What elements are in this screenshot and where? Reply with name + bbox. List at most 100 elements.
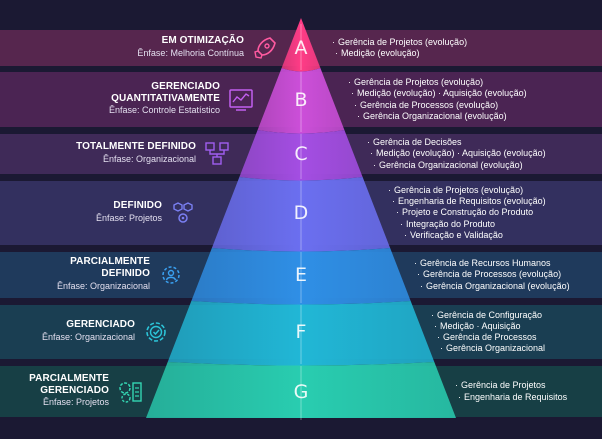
process-item: · Gerência Organizacional [431,343,545,354]
level-emphasis: Ênfase: Organizacional [41,331,135,342]
process-item: · Medição (evolução) · Aquisição (evoluçã… [367,148,546,159]
process-item: · Gerência Organizacional (evolução) [367,160,546,171]
level-emphasis: Ênfase: Controle Estatístico [108,105,220,116]
bullet-dot: · [431,309,434,320]
bullet-dot: · [348,77,351,88]
bullet-dot: · [434,320,437,331]
gear-check-icon [146,322,166,342]
pyramid-segment [239,130,363,181]
process-label: Engenharia de Requisitos (evolução) [398,196,546,207]
process-item: · Medição (evolução) · Aquisição (evoluçã… [348,88,527,99]
process-list: · Gerência de Projetos (evolução) · Engenha… [388,185,546,241]
bullet-dot: · [420,280,423,291]
cubes-gear-icon [173,202,193,223]
bullet-dot: · [417,269,420,280]
bullet-dot: · [335,48,338,58]
process-label: Gerência de Projetos (evolução) [338,36,468,47]
level-label: GERENCIADO QUANTITATIVAMENTE Ênfase: Contr… [0,81,220,116]
level-title: GERENCIADO [40,384,109,396]
level-title: GERENCIADO [66,319,135,331]
process-item: · Integração do Produto [388,219,546,230]
process-item: · Gerência de Processos (evolução) [348,100,527,111]
process-label: Gerência de Configuração [437,309,543,320]
process-label: Engenharia de Requisitos [464,391,568,402]
rocket-icon [254,37,276,59]
process-item: · Engenharia de Requisitos (evolução) [388,196,546,207]
process-list: · Gerência de Recursos Humanos · Gerência d… [414,258,570,292]
level-letter: A [294,37,308,59]
level-title: DEFINIDO [101,268,150,280]
process-item: · Verificação e Validação [388,230,546,241]
workflow-icon [205,142,229,165]
bullet-dot: · [414,258,417,269]
process-item: · Gerência de Projetos (evolução) [332,37,467,48]
process-item: · Gerência de Decisões [367,137,546,148]
process-label: Medição (evolução) · Aquisição (evolução… [357,88,527,99]
dashboard-chart-icon [229,88,253,111]
process-item: · Gerência de Projetos (evolução) [388,185,546,196]
process-label: Gerência Organizacional [446,343,546,354]
process-item: · Gerência de Projetos (evolução) [348,77,527,88]
bullet-dot: · [404,229,407,240]
pyramid-segment [167,301,435,366]
process-label: Integração do Produto [406,218,496,229]
level-title: DEFINIDO [113,200,162,212]
process-label: Gerência de Projetos (evolução) [394,185,524,195]
bullet-dot: · [437,332,440,342]
level-letter: C [294,143,308,165]
level-letter: B [294,88,308,111]
process-item: · Gerência de Processos [431,332,545,343]
level-label: TOTALMENTE DEFINIDO Ênfase: Organizaciona… [0,141,196,164]
level-title: PARCIALMENTE [29,372,109,384]
process-item: · Engenharia de Requisitos [455,392,567,403]
process-label: Gerência de Recursos Humanos [420,258,551,269]
bullet-dot: · [455,380,458,391]
process-list: · Gerência de Projetos · Engenharia de Requ… [455,380,567,402]
pyramid-segment [211,177,391,252]
process-label: Gerência de Projetos (evolução) [354,77,484,88]
level-emphasis: Ênfase: Organizacional [56,280,150,291]
level-label: PARCIALMENTE GERENCIADO Ênfase: Projetos [0,373,109,408]
level-letter: D [293,202,309,224]
level-label: PARCIALMENTE DEFINIDO Ênfase: Organizacion… [0,256,150,291]
level-title: QUANTITATIVAMENTE [111,92,220,104]
bullet-dot: · [400,218,403,229]
pyramid-segment [281,18,321,72]
pyramid-segment [257,68,345,134]
gears-checklist-icon [119,381,142,403]
process-label: Medição (evolução) · Aquisição (evolução… [376,148,546,159]
process-label: Verificação e Validação [410,229,503,240]
pyramid-segment [191,248,411,305]
level-emphasis: Ênfase: Projetos [95,212,162,223]
process-label: Projeto e Construção do Produto [402,207,534,218]
level-label: GERENCIADO Ênfase: Organizacional [0,319,135,342]
level-title: TOTALMENTE DEFINIDO [76,141,196,153]
bullet-dot: · [351,88,354,99]
level-letter: F [295,321,307,343]
process-label: Gerência de Projetos [461,380,546,391]
level-title: EM OTIMIZAÇÃO [161,35,244,47]
bullet-dot: · [357,110,360,121]
bullet-dot: · [458,391,461,402]
bullet-dot: · [396,207,399,218]
level-letter: E [294,264,307,286]
level-letter: G [293,380,309,403]
process-item: · Gerência de Projetos [455,380,567,391]
process-item: · Medição (evolução) [332,48,467,59]
process-item: · Gerência Organizacional (evolução) [414,281,570,292]
bullet-dot: · [440,343,443,354]
level-title: GERENCIADO [151,80,220,92]
level-label: EM OTIMIZAÇÃO Ênfase: Melhoria Contínua [24,35,244,58]
process-list: · Gerência de Projetos (evolução) · Medição… [348,77,527,122]
bullet-dot: · [332,36,335,47]
process-label: Medição (evolução) [341,48,420,58]
process-label: Gerência Organizacional (evolução) [379,159,523,170]
process-item: · Gerência Organizacional (evolução) [348,111,527,122]
pyramid-segment [146,362,456,418]
level-label: DEFINIDO Ênfase: Projetos [0,200,162,223]
process-item: · Projeto e Construção do Produto [388,207,546,218]
process-item: · Gerência de Configuração [431,310,545,321]
process-label: Gerência de Decisões [373,137,462,148]
